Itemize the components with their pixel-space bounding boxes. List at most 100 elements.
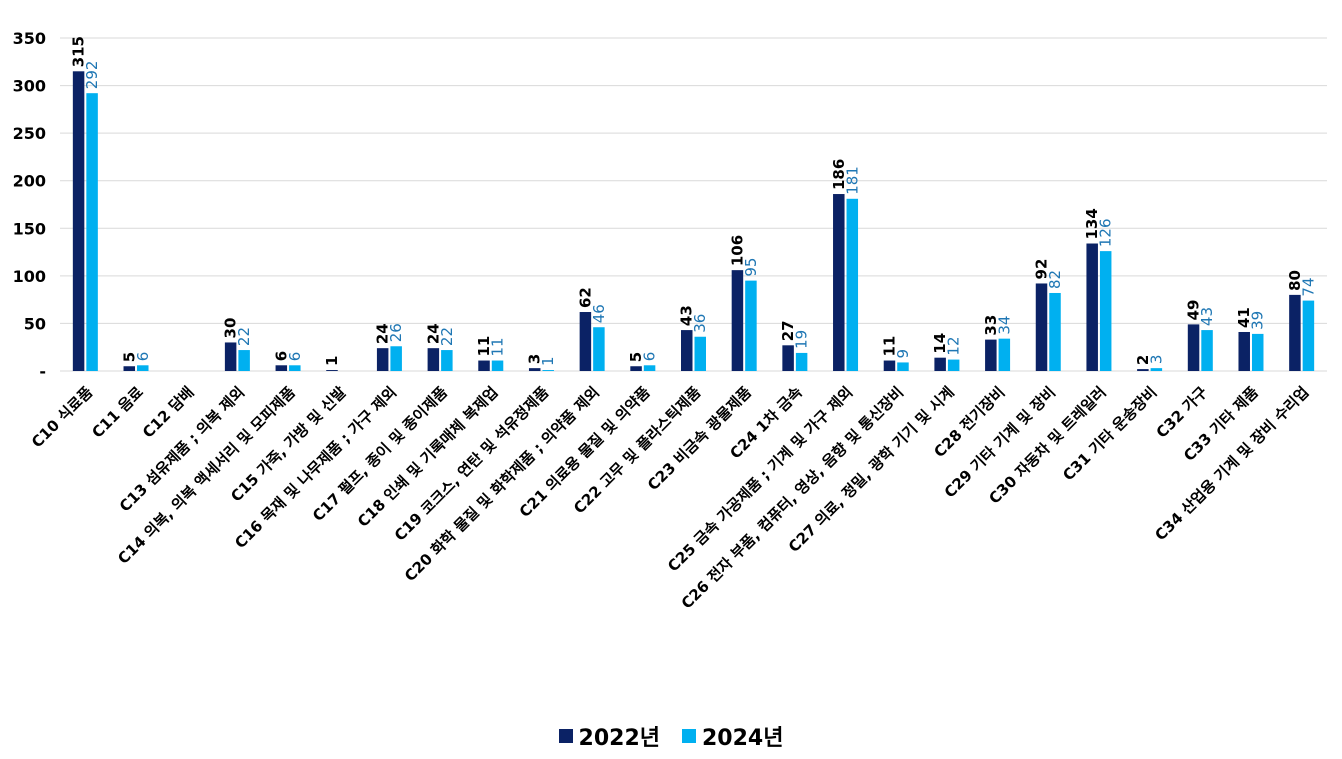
y-tick-label-0: -: [39, 362, 46, 381]
data-label-a-13: 106: [728, 235, 746, 266]
data-label-b-7: 22: [438, 327, 456, 346]
x-tick-label-15: C25 금속 가공제품 ; 기계 및 가구 제외: [664, 383, 856, 575]
data-label-b-6: 26: [387, 323, 405, 342]
data-label-b-19: 82: [1046, 270, 1064, 289]
data-label-a-9: 3: [526, 354, 544, 364]
data-label-a-15: 186: [830, 159, 848, 190]
bar-b-11: [643, 365, 656, 371]
data-label-a-21: 2: [1134, 355, 1152, 365]
data-label-a-16: 11: [880, 336, 898, 357]
data-label-b-23: 39: [1249, 311, 1267, 330]
data-label-b-8: 11: [489, 337, 507, 356]
data-label-b-12: 36: [691, 314, 709, 333]
data-label-a-20: 134: [1083, 208, 1101, 239]
data-label-a-5: 1: [323, 356, 341, 366]
data-label-b-20: 126: [1097, 218, 1115, 247]
bar-b-0: [86, 93, 98, 371]
data-label-a-14: 27: [779, 320, 797, 341]
bar-a-11: [630, 366, 642, 371]
bar-a-3: [224, 342, 237, 371]
bar-a-5: [326, 370, 338, 371]
data-label-b-18: 34: [995, 316, 1013, 335]
data-label-b-13: 95: [742, 258, 760, 277]
legend-item-2024: 2024년: [682, 720, 783, 752]
bar-a-0: [72, 71, 85, 372]
y-tick-label-300: 300: [13, 77, 46, 96]
legend-item-2022: 2022년: [558, 720, 660, 752]
bar-b-18: [998, 338, 1011, 371]
bar-a-24: [1289, 294, 1301, 371]
bar-a-9: [528, 368, 541, 371]
data-label-a-8: 11: [475, 336, 493, 357]
legend: 2022년 2024년: [0, 718, 1342, 754]
data-label-a-18: 33: [982, 315, 1000, 336]
bar-a-20: [1086, 243, 1098, 371]
data-label-a-1: 5: [120, 352, 138, 362]
data-label-b-10: 46: [590, 304, 608, 323]
data-label-b-17: 12: [945, 336, 963, 355]
bar-b-9: [542, 370, 554, 371]
bar-b-20: [1099, 251, 1112, 371]
data-label-a-24: 80: [1286, 270, 1304, 291]
x-tick-label-1: C11 음료: [88, 383, 147, 442]
data-label-a-10: 62: [576, 287, 594, 308]
data-label-a-4: 6: [272, 351, 290, 361]
bar-b-16: [897, 362, 909, 371]
data-label-a-23: 41: [1235, 307, 1253, 328]
data-label-a-6: 24: [374, 323, 392, 344]
y-tick-label-350: 350: [13, 29, 46, 48]
bar-b-13: [745, 280, 757, 371]
y-tick-label-250: 250: [13, 124, 46, 143]
data-label-b-1: 6: [134, 352, 152, 362]
bar-a-17: [934, 357, 946, 371]
bar-a-7: [427, 348, 440, 371]
bar-a-16: [883, 360, 896, 371]
bar-b-6: [390, 346, 402, 371]
bar-b-24: [1302, 300, 1315, 371]
bar-a-10: [579, 312, 592, 371]
bar-b-1: [137, 365, 149, 371]
y-tick-label-150: 150: [13, 219, 46, 238]
data-label-a-19: 92: [1033, 259, 1051, 280]
bar-b-4: [289, 365, 301, 371]
bar-b-19: [1049, 292, 1061, 371]
bar-a-13: [731, 270, 744, 371]
bar-a-22: [1187, 324, 1200, 371]
data-label-a-11: 5: [627, 352, 645, 362]
bar-b-12: [694, 336, 706, 371]
bar-b-10: [593, 327, 605, 371]
bar-b-14: [795, 352, 808, 371]
y-tick-label-50: 50: [24, 314, 46, 333]
data-label-b-16: 9: [894, 349, 912, 359]
bar-a-21: [1137, 369, 1149, 371]
data-label-a-12: 43: [678, 305, 696, 326]
data-label-b-21: 3: [1147, 355, 1165, 365]
data-label-b-22: 43: [1198, 307, 1216, 326]
bar-a-23: [1238, 331, 1250, 371]
y-tick-label-100: 100: [13, 267, 46, 286]
data-label-b-11: 6: [641, 352, 659, 362]
data-label-b-14: 19: [793, 330, 811, 349]
y-tick-label-200: 200: [13, 172, 46, 191]
data-label-b-24: 74: [1299, 278, 1317, 297]
data-label-a-7: 24: [424, 323, 442, 344]
bar-a-18: [985, 339, 997, 371]
bar-a-4: [275, 365, 288, 371]
data-label-b-15: 181: [843, 166, 861, 195]
bar-b-7: [441, 350, 453, 371]
data-label-a-0: 315: [70, 36, 88, 67]
legend-swatch-2022: [558, 729, 573, 743]
data-label-b-3: 22: [235, 327, 253, 346]
bar-b-3: [238, 350, 250, 371]
legend-swatch-2024: [682, 729, 696, 743]
bar-a-6: [376, 348, 389, 371]
bar-a-19: [1035, 283, 1048, 371]
bar-b-21: [1150, 368, 1163, 371]
x-tick-label-0: C10 식료품: [28, 383, 96, 451]
bar-b-17: [947, 359, 960, 371]
data-label-b-9: 1: [539, 357, 557, 367]
bar-b-22: [1201, 330, 1213, 371]
bar-b-15: [846, 198, 859, 371]
